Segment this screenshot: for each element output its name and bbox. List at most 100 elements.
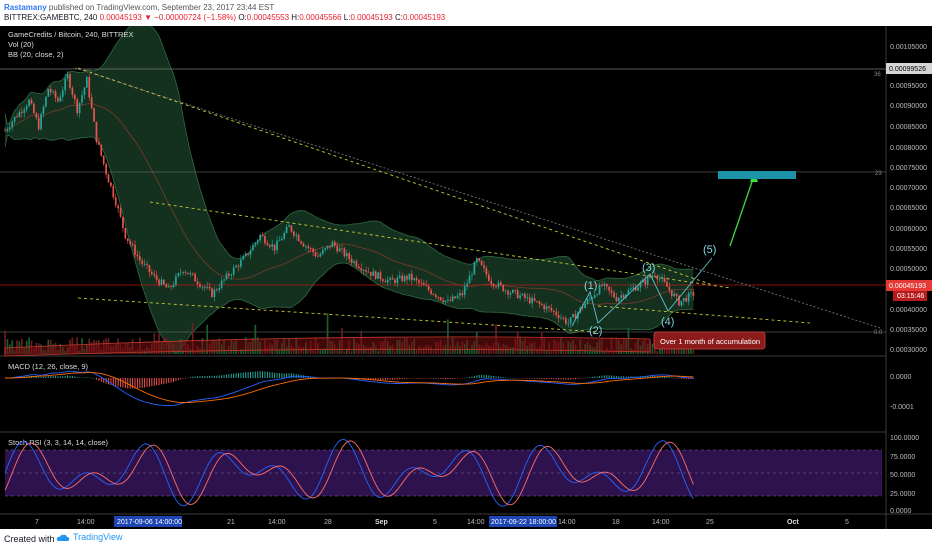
candle-body bbox=[211, 288, 213, 298]
macd-histogram-bar bbox=[288, 373, 290, 378]
price-tick: 0.00075000 bbox=[890, 165, 927, 172]
candle-body bbox=[442, 300, 444, 303]
candle-body bbox=[40, 113, 42, 130]
candle-body bbox=[297, 234, 300, 242]
macd-histogram-bar bbox=[495, 376, 497, 378]
author-name[interactable]: Rastamany bbox=[4, 3, 47, 12]
volume-bar bbox=[656, 350, 659, 354]
volume-bar bbox=[430, 346, 432, 354]
candle-body bbox=[605, 283, 608, 287]
candle-body bbox=[228, 273, 230, 276]
macd-histogram-bar bbox=[529, 378, 531, 379]
candle-body bbox=[343, 248, 346, 257]
price-axis[interactable]: 0.00105000 0.00095000 0.00090000 0.00085… bbox=[874, 44, 932, 354]
macd-histogram-bar bbox=[264, 371, 266, 378]
candle-body bbox=[646, 276, 649, 285]
volume-bar bbox=[449, 345, 452, 354]
macd-histogram-bar bbox=[488, 375, 490, 378]
macd-histogram-bar bbox=[206, 375, 208, 378]
descending-trendline-mid[interactable] bbox=[149, 201, 731, 289]
macd-histogram-bar bbox=[642, 376, 644, 378]
candle-body bbox=[410, 273, 413, 281]
macd-histogram-bar bbox=[112, 378, 114, 386]
candle-body bbox=[350, 258, 353, 263]
candle-body bbox=[374, 271, 377, 279]
candle-body bbox=[196, 281, 199, 285]
macd-histogram-bar bbox=[50, 376, 52, 378]
macd-histogram-bar bbox=[425, 378, 427, 379]
upper-level-badge bbox=[886, 63, 932, 74]
time-axis[interactable]: 7 14:00 2017-09-06 14:00:00 21 14:00 28 … bbox=[35, 516, 849, 527]
macd-histogram-bar bbox=[372, 378, 374, 380]
price-tick: 0.00065000 bbox=[890, 205, 927, 212]
stoch-tick: 100.0000 bbox=[890, 435, 919, 442]
volume-bar bbox=[4, 330, 6, 354]
candle-body bbox=[673, 293, 676, 297]
candle-body bbox=[105, 164, 107, 175]
target-zone-box[interactable] bbox=[718, 171, 796, 179]
volume-bar bbox=[420, 347, 423, 354]
macd-histogram-bar bbox=[567, 378, 569, 380]
macd-histogram-bar bbox=[269, 372, 271, 378]
price-tick: 0.00040000 bbox=[890, 307, 927, 314]
volume-bar bbox=[512, 347, 514, 354]
macd-histogram-bar bbox=[197, 376, 199, 378]
macd-histogram-bar bbox=[387, 378, 389, 380]
chart-canvas[interactable]: Over 1 month of accumulation (1) (2) (3)… bbox=[0, 18, 932, 529]
macd-histogram-bar bbox=[35, 376, 37, 378]
candle-body bbox=[71, 87, 74, 95]
volume-bar bbox=[666, 348, 668, 354]
macd-histogram-bar bbox=[668, 377, 670, 378]
volume-bar bbox=[394, 350, 396, 354]
volume-bar bbox=[242, 349, 245, 354]
macd-histogram-bar bbox=[683, 378, 685, 380]
macd-histogram-bar bbox=[606, 375, 608, 378]
macd-histogram-bar bbox=[163, 378, 165, 384]
macd-histogram-bar bbox=[620, 376, 622, 378]
candle-body bbox=[406, 275, 408, 280]
volume-bar bbox=[658, 348, 661, 354]
candle-body bbox=[502, 284, 505, 292]
candle-body bbox=[268, 245, 271, 247]
candle-body bbox=[206, 286, 209, 288]
volume-bar bbox=[300, 347, 302, 354]
macd-histogram-bar bbox=[187, 377, 189, 379]
bb-legend: BB (20, close, 2) bbox=[8, 50, 64, 59]
last-price-label: 0.00045193 bbox=[889, 283, 926, 290]
macd-histogram-bar bbox=[281, 373, 283, 378]
macd-histogram-bar bbox=[437, 378, 439, 379]
macd-histogram-bar bbox=[160, 378, 162, 385]
candle-body bbox=[418, 280, 420, 283]
volume-bar bbox=[261, 349, 264, 354]
volume-bar bbox=[206, 324, 209, 354]
macd-line bbox=[5, 370, 694, 407]
candle-body bbox=[466, 283, 469, 287]
tradingview-logo[interactable]: TradingView bbox=[56, 532, 123, 542]
macd-histogram-bar bbox=[599, 375, 601, 378]
candle-body bbox=[42, 106, 45, 114]
volume-bar bbox=[442, 346, 444, 354]
candle-body bbox=[562, 317, 565, 319]
created-with-label: Created with bbox=[4, 534, 55, 544]
bollinger-lower bbox=[4, 134, 694, 354]
candle-body bbox=[278, 240, 281, 242]
macd-histogram-bar bbox=[558, 378, 560, 380]
candle-body bbox=[654, 275, 656, 277]
macd-histogram-bar bbox=[440, 378, 442, 379]
macd-histogram-bar bbox=[117, 378, 119, 387]
candle-body bbox=[536, 300, 538, 302]
macd-histogram-bar bbox=[168, 378, 170, 383]
candle-body bbox=[384, 281, 387, 283]
chart-area[interactable]: Over 1 month of accumulation (1) (2) (3)… bbox=[0, 18, 932, 529]
volume-bar bbox=[500, 346, 502, 354]
macd-histogram-bar bbox=[553, 378, 555, 380]
price-tick: 0.00095000 bbox=[890, 83, 927, 90]
chart-header: Rastamany published on TradingView.com, … bbox=[0, 0, 932, 26]
volume-bar bbox=[319, 350, 322, 354]
macd-histogram-bar bbox=[69, 375, 71, 378]
candle-body bbox=[422, 283, 425, 286]
macd-histogram-bar bbox=[420, 378, 422, 379]
macd-histogram-bar bbox=[127, 378, 129, 389]
long-trendline[interactable] bbox=[74, 67, 881, 329]
volume-bar bbox=[680, 345, 683, 354]
